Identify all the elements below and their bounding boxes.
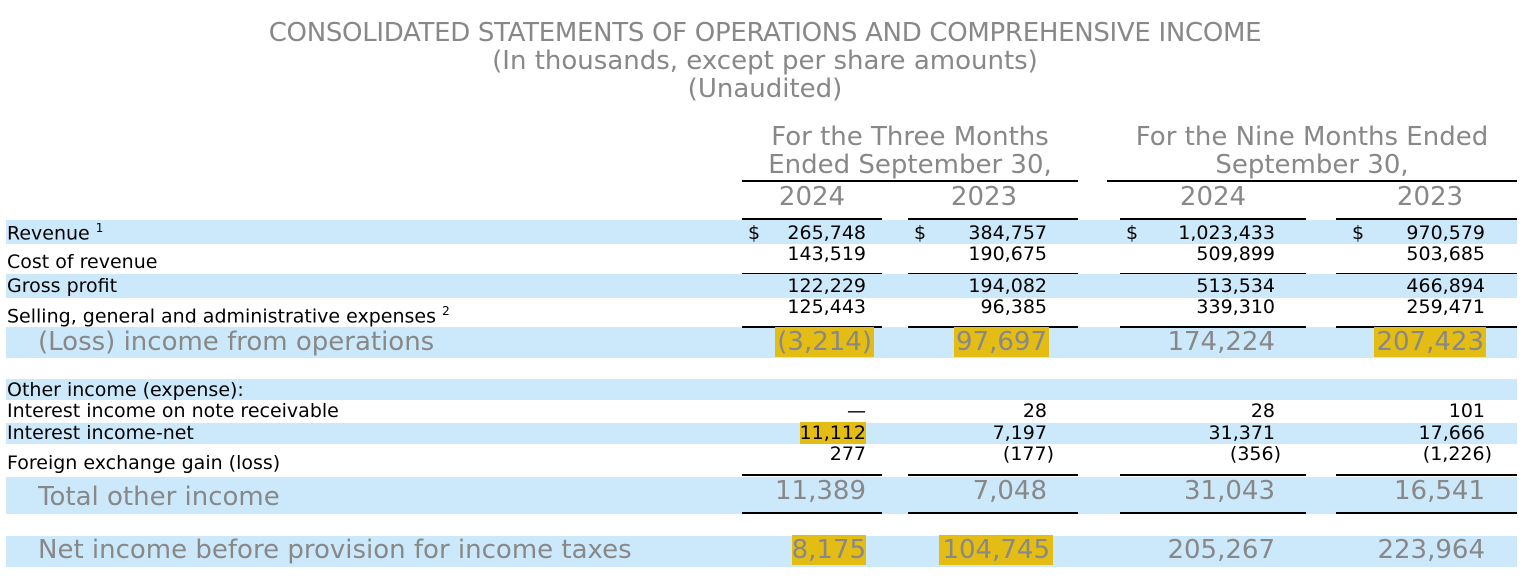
cell-sga-q-2024: 125,443 [787,296,866,318]
cell-fx-q-2023: (177) [1002,443,1054,465]
row-label-interest-net: Interest income-net [7,422,194,444]
cell-intnote-ytd-2023: 101 [1448,400,1485,422]
cell-totother-q-2023: 7,048 [972,476,1047,506]
col-rule [1336,218,1517,220]
cell-totother-ytd-2024: 31,043 [1184,476,1275,506]
cell-intnote-q-2024: — [847,400,866,422]
three-months-header-line1: For the Three Months [771,122,1049,152]
statement-subtitle-units: (In thousands, except per share amounts) [492,46,1038,76]
col-rule [1120,474,1306,476]
cell-sga-q-2023: 96,385 [980,296,1047,318]
cell-pretax-ytd-2024: 205,267 [1167,535,1275,565]
col-rule [1120,273,1306,274]
cell-opinc-ytd-2024: 174,224 [1167,327,1275,357]
col-rule [908,474,1078,476]
cell-cost-q-2023: 190,675 [968,243,1047,265]
row-label-total-other: Total other income [38,482,280,512]
statement-title: CONSOLIDATED STATEMENTS OF OPERATIONS AN… [268,18,1262,48]
row-band-op-income [6,327,1517,358]
three-months-header-line2: Ended September 30, [768,150,1052,180]
year-header-2024-q: 2024 [778,182,846,212]
cell-opinc-q-2023: 97,697 [954,327,1049,357]
cell-pretax-ytd-2023: 223,964 [1377,535,1485,565]
col-rule [1336,512,1517,514]
cell-revenue-q-2024: 265,748 [787,222,866,244]
year-header-2023-q: 2023 [950,182,1018,212]
row-band-revenue [6,220,1517,244]
row-label-fx: Foreign exchange gain (loss) [7,452,281,474]
col-rule [742,273,882,274]
year-header-2024-ytd: 2024 [1179,182,1247,212]
row-label-pretax: Net income before provision for income t… [38,535,632,565]
col-rule [742,474,882,476]
row-label-revenue: Revenue 1 [7,221,104,245]
cell-revenue-ytd-2024: 1,023,433 [1178,222,1275,244]
cell-opinc-ytd-2023: 207,423 [1374,327,1486,357]
cell-fx-q-2024: 277 [829,443,866,465]
cell-sga-ytd-2024: 339,310 [1196,296,1275,318]
row-band-interest-net [6,423,1517,444]
statement-subtitle-unaudited: (Unaudited) [687,74,843,104]
cell-intnet-q-2024: 11,112 [799,422,866,444]
cell-pretax-q-2023: 104,745 [939,535,1053,565]
col-rule [1336,474,1517,476]
three-months-header-rule [742,180,1078,182]
cell-gross-ytd-2023: 466,894 [1406,275,1485,297]
col-rule [908,218,1078,220]
cell-sga-ytd-2023: 259,471 [1406,296,1485,318]
cell-fx-ytd-2023: (1,226) [1422,443,1492,465]
col-rule [1120,512,1306,514]
col-rule [908,273,1078,274]
col-rule [742,218,882,220]
cell-cost-ytd-2024: 509,899 [1196,243,1275,265]
cell-cost-ytd-2023: 503,685 [1406,243,1485,265]
cell-intnet-ytd-2023: 17,666 [1418,422,1485,444]
nine-months-header-line1: For the Nine Months Ended [1135,122,1489,152]
col-rule [1120,218,1306,220]
cell-intnote-q-2023: 28 [1022,400,1047,422]
year-header-2023-ytd: 2023 [1396,182,1464,212]
cell-pretax-q-2024: 8,175 [791,535,866,565]
cell-intnote-ytd-2024: 28 [1250,400,1275,422]
cell-gross-q-2024: 122,229 [787,275,866,297]
row-label-sga: Selling, general and administrative expe… [7,304,450,328]
col-rule [742,512,882,514]
cell-revenue-ytd-2023: 970,579 [1406,222,1485,244]
col-rule [908,512,1078,514]
row-label-gross-profit: Gross profit [7,275,118,297]
row-label-op-income: (Loss) income from operations [38,327,435,357]
cell-cost-q-2024: 143,519 [787,243,866,265]
cell-totother-ytd-2023: 16,541 [1394,476,1485,506]
currency-symbol: $ [1126,222,1139,244]
cell-gross-ytd-2024: 513,534 [1196,275,1275,297]
cell-intnet-q-2023: 7,197 [992,422,1047,444]
currency-symbol: $ [914,222,927,244]
col-rule [1336,273,1517,274]
cell-totother-q-2024: 11,389 [775,476,866,506]
nine-months-header-rule [1107,180,1517,182]
cell-gross-q-2023: 194,082 [968,275,1047,297]
row-band-gross-profit [6,274,1517,298]
footnote-marker: 2 [442,304,450,318]
cell-fx-ytd-2024: (356) [1229,443,1281,465]
currency-symbol: $ [748,222,761,244]
footnote-marker: 1 [95,221,104,235]
row-label-interest-note: Interest income on note receivable [7,400,339,422]
col-rule [1120,326,1306,328]
row-label-other-income-header: Other income (expense): [7,379,244,401]
row-band-other-header [6,379,1517,400]
row-band-total-other [6,477,1517,514]
nine-months-header-line2: September 30, [1215,150,1409,180]
cell-intnet-ytd-2024: 31,371 [1208,422,1275,444]
row-band-pretax [6,536,1517,567]
currency-symbol: $ [1352,222,1365,244]
cell-opinc-q-2024: (3,214) [775,327,874,357]
row-label-cost-of-revenue: Cost of revenue [7,251,158,273]
cell-revenue-q-2023: 384,757 [968,222,1047,244]
